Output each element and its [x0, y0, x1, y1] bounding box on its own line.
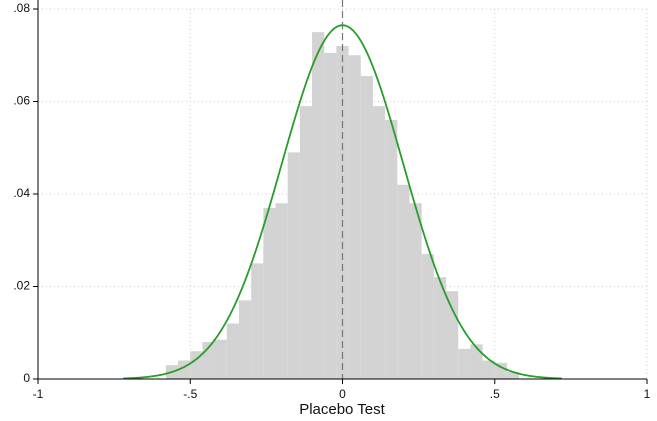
- histogram-bar: [275, 203, 288, 379]
- histogram-bar: [287, 152, 300, 379]
- histogram-bars: [165, 32, 520, 379]
- histogram-bar: [506, 372, 520, 379]
- histogram-bar: [312, 32, 325, 379]
- histogram-bar: [238, 300, 252, 379]
- histogram-bar: [409, 203, 422, 379]
- histogram-bar: [226, 323, 239, 379]
- histogram-bar: [251, 263, 264, 379]
- x-tick-label: 1: [644, 387, 651, 401]
- histogram-bar: [446, 291, 459, 379]
- histogram-bar: [458, 348, 471, 379]
- histogram-bar: [433, 277, 447, 379]
- histogram-bar: [360, 76, 373, 379]
- histogram-bar: [385, 120, 398, 379]
- x-tick-label: .5: [490, 387, 500, 401]
- y-tick-label: .04: [13, 186, 30, 200]
- y-tick-label: .08: [13, 1, 30, 15]
- histogram-bar: [348, 55, 361, 379]
- density-curve-group: [123, 24, 562, 380]
- y-tick-label: .02: [13, 279, 30, 293]
- y-tick-label: .06: [13, 94, 30, 108]
- histogram-bar: [482, 360, 495, 379]
- histogram-bar: [214, 339, 227, 379]
- x-tick-label: -.5: [183, 387, 197, 401]
- histogram-bar: [190, 351, 203, 379]
- histogram-bar: [494, 362, 507, 379]
- histogram-bar: [421, 254, 434, 379]
- density-curve: [123, 24, 562, 380]
- y-tick-label: 0: [23, 371, 30, 385]
- x-axis-title: Placebo Test: [299, 401, 385, 418]
- histogram-bar: [470, 344, 483, 379]
- histogram-bar: [263, 207, 276, 379]
- axes: 0 .02 .04 .06 .08 -1 -.5 0 .5 1: [13, 0, 651, 401]
- histogram-bar: [324, 52, 337, 379]
- histogram-bar: [372, 106, 386, 379]
- histogram-bar: [397, 184, 410, 379]
- x-tick-label: -1: [33, 387, 44, 401]
- histogram-bar: [299, 106, 313, 379]
- x-tick-label: 0: [339, 387, 346, 401]
